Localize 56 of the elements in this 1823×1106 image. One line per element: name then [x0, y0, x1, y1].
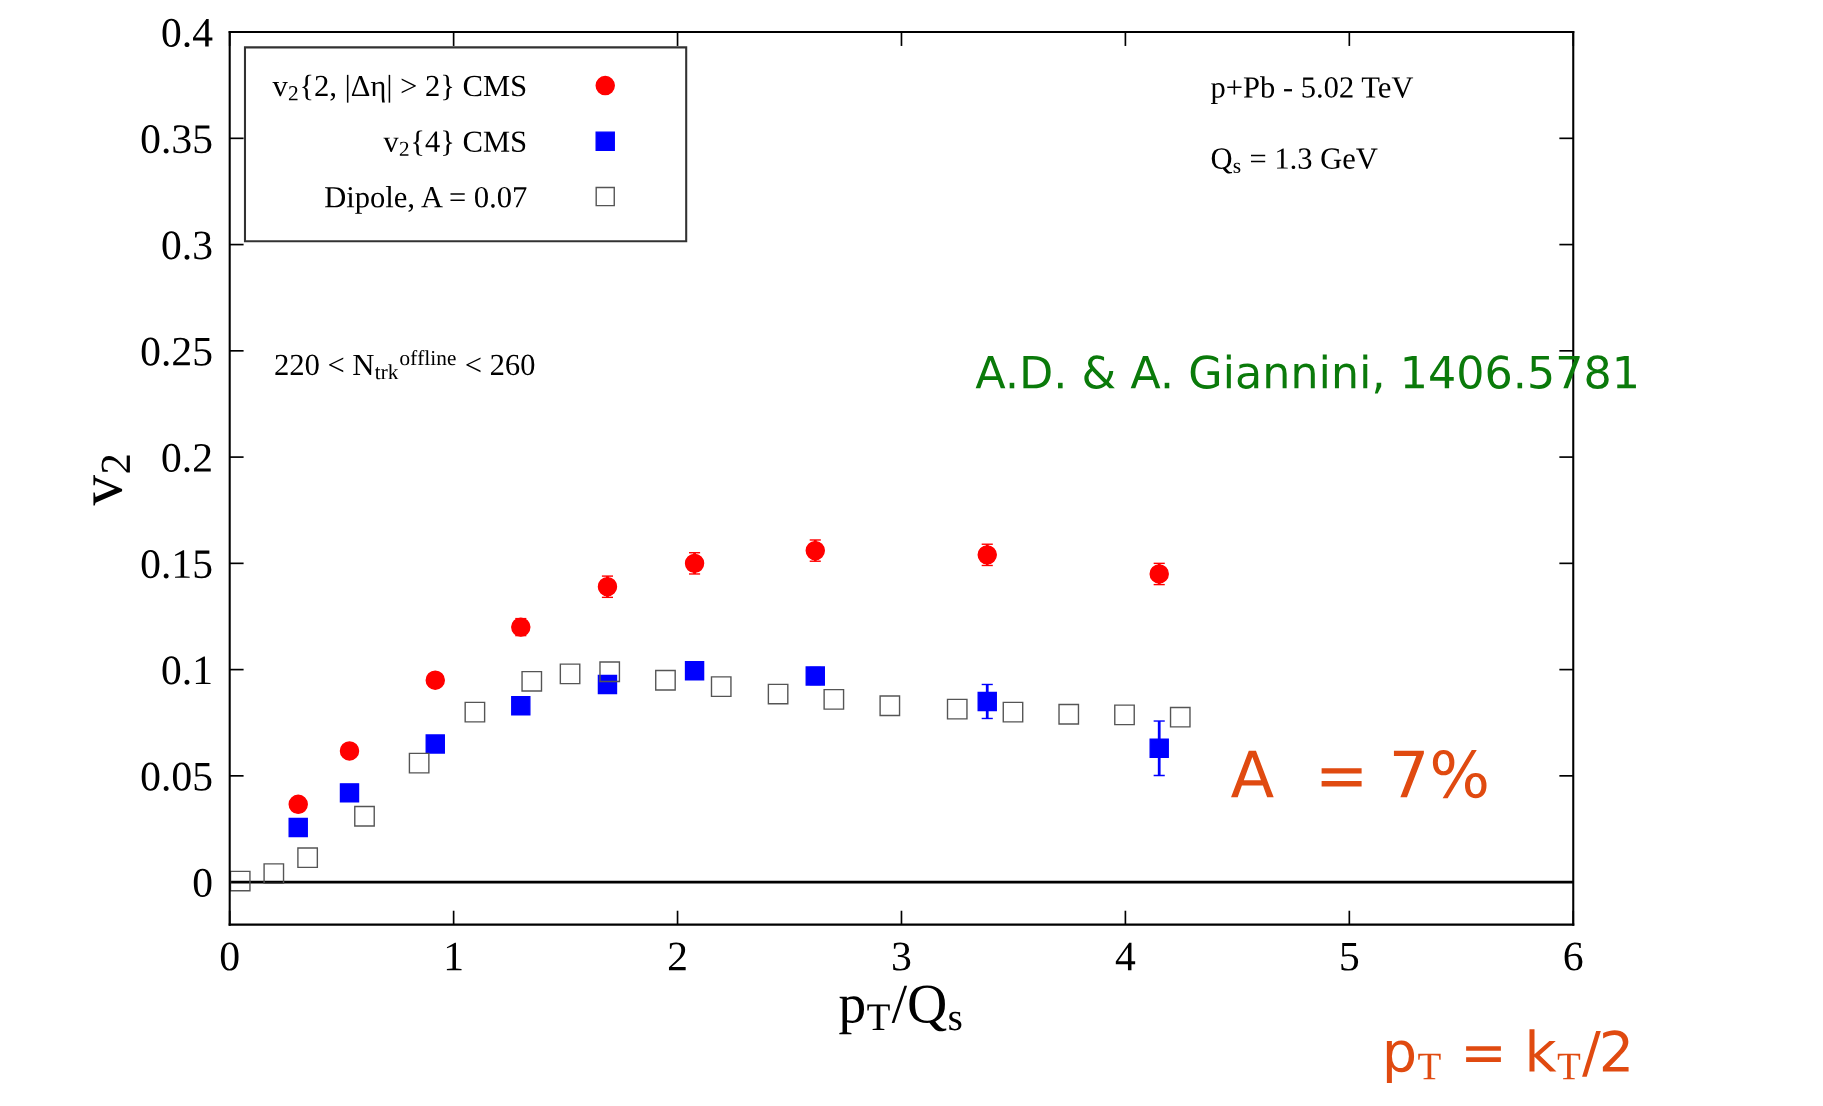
legend-label: v$_{2}${4} CMS: [383, 130, 526, 156]
y-tick-label: 0.4: [162, 18, 213, 48]
point: [599, 661, 621, 683]
point: [354, 805, 375, 827]
annotation: 220 < N$_{trk}$$^{offline}$ < 260: [275, 350, 535, 380]
x-tick-label: 1: [446, 942, 462, 971]
point: [946, 698, 968, 720]
point: [879, 695, 901, 717]
y-tick-label: 0: [193, 868, 212, 897]
point: [823, 688, 845, 710]
x-tick-label: 3: [893, 942, 911, 971]
point: [288, 817, 308, 838]
point: [1002, 701, 1024, 723]
point: [297, 847, 319, 869]
y-tick-label: 0.35: [141, 125, 212, 154]
point: [977, 691, 997, 712]
point: [339, 741, 360, 761]
point: [1058, 703, 1080, 725]
point: [288, 794, 308, 815]
y-axis-title: v$_{2}$: [93, 455, 130, 506]
point: [655, 669, 676, 691]
annotation: Q$_{s}$ = 1.3 GeV: [1211, 148, 1378, 174]
x-tick-label: 0: [220, 942, 239, 971]
y-tick-label: 0.3: [162, 231, 212, 260]
y-tick-label: 0.25: [141, 337, 212, 366]
x-axis-title: p$_{T}$/Q$_{s}$: [839, 985, 962, 1035]
point: [767, 683, 789, 705]
y-tick-label: 0.05: [141, 762, 212, 791]
y-tick-label: 0.2: [162, 443, 211, 473]
annotation: p+Pb - 5.02 TeV: [1210, 76, 1414, 104]
point: [1149, 738, 1169, 758]
x-tick-label: 6: [1564, 942, 1583, 971]
point: [559, 663, 581, 685]
legend-label: Dipole, A = 0.07: [325, 186, 527, 214]
x-tick-label: 2: [668, 942, 686, 971]
y-tick-label: 0.15: [141, 550, 212, 579]
point: [521, 670, 543, 692]
point: [464, 701, 486, 723]
annotation: A = 7%: [1231, 749, 1487, 799]
point: [1169, 706, 1191, 728]
point: [805, 540, 825, 561]
point: [684, 660, 705, 681]
point: [597, 674, 618, 695]
point: [1114, 704, 1135, 726]
point: [425, 734, 445, 754]
point: [425, 670, 445, 690]
point: [710, 676, 732, 698]
point: [263, 863, 285, 885]
x-tick-label: 5: [1341, 942, 1359, 971]
legend-label: v$_{2}${2, |Δη| > 2} CMS: [272, 74, 526, 103]
point: [339, 783, 360, 803]
point: [511, 696, 531, 716]
y-tick-label: 0.1: [162, 656, 211, 685]
point: [408, 752, 430, 774]
x-tick-label: 4: [1115, 942, 1136, 971]
text: p$_{T}$ = k$_{T}$/2: [1386, 1029, 1629, 1084]
